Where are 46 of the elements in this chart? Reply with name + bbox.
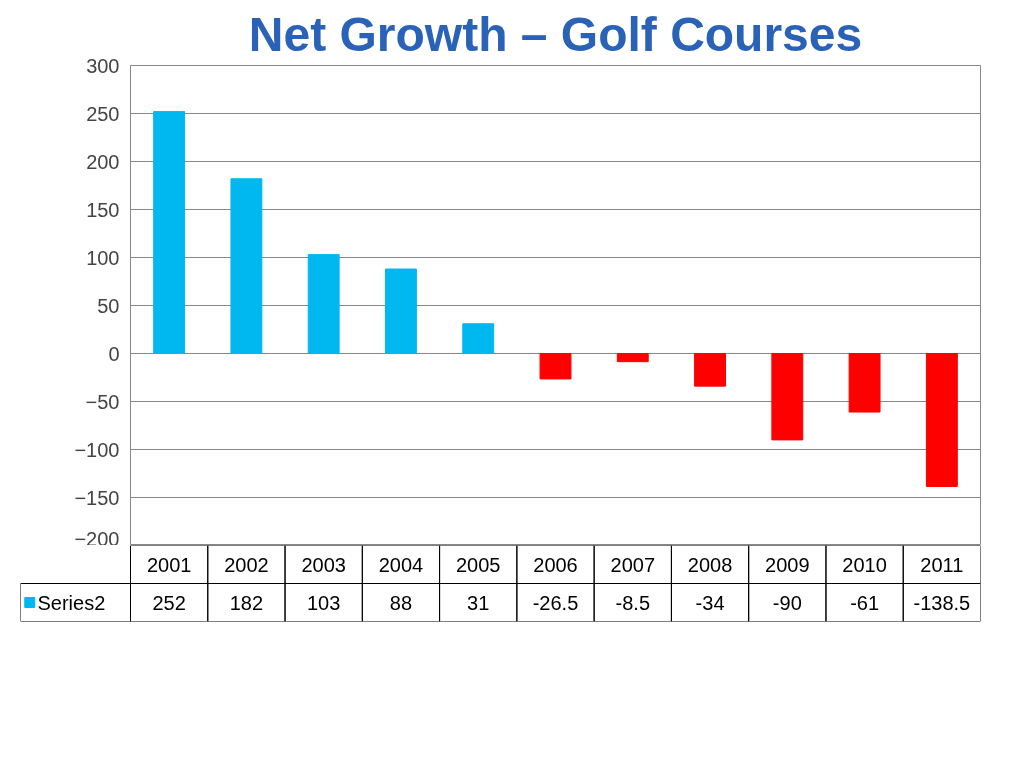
x-tick-label: 2004 <box>378 553 424 576</box>
data-label: 88 <box>389 591 413 614</box>
x-tick-label: 2011 <box>920 553 964 576</box>
bar <box>385 268 417 354</box>
x-tick-label: 2003 <box>301 553 346 576</box>
x-tick-label: 2007 <box>610 553 656 576</box>
data-label: 252 <box>152 591 186 614</box>
data-label: -26.5 <box>532 591 579 614</box>
data-label: 182 <box>229 591 264 614</box>
data-label: -61 <box>850 591 880 614</box>
y-tick-label: −150 <box>74 486 120 509</box>
x-tick-label: 2009 <box>765 553 810 576</box>
data-label: -138.5 <box>913 591 971 614</box>
x-tick-label: 2002 <box>224 553 269 576</box>
legend-label: Series2 <box>37 591 106 614</box>
x-tick-label: 2008 <box>687 553 733 576</box>
data-label: -8.5 <box>615 591 651 614</box>
data-label: 31 <box>467 591 490 614</box>
bar <box>462 323 495 354</box>
y-tick-label: −100 <box>74 438 120 461</box>
y-tick-label: 200 <box>86 150 120 173</box>
y-tick-label: 250 <box>86 102 120 125</box>
bar <box>848 353 881 413</box>
bar <box>925 353 958 487</box>
x-tick-label: 2006 <box>533 553 578 576</box>
bar <box>539 353 572 380</box>
bar <box>771 353 804 441</box>
bar <box>230 178 263 354</box>
data-label: -34 <box>695 591 725 614</box>
y-tick-label: 50 <box>97 294 120 317</box>
data-label: 103 <box>307 591 341 614</box>
bar <box>153 111 186 354</box>
x-tick-label: 2010 <box>842 553 887 576</box>
y-tick-label: −200 <box>74 527 120 550</box>
y-tick-label: 0 <box>108 342 120 365</box>
y-tick-label: 150 <box>86 198 120 221</box>
data-label: -90 <box>772 591 802 614</box>
y-tick-label: −50 <box>85 390 120 413</box>
bar <box>307 254 340 354</box>
y-tick-label: 100 <box>86 246 120 269</box>
x-tick-label: 2005 <box>455 553 501 576</box>
y-tick-label: 300 <box>86 54 120 77</box>
x-tick-label: 2001 <box>146 553 192 576</box>
bar <box>616 353 649 363</box>
chart-title: Net Growth – Golf Courses <box>248 7 863 61</box>
bar <box>694 353 726 387</box>
